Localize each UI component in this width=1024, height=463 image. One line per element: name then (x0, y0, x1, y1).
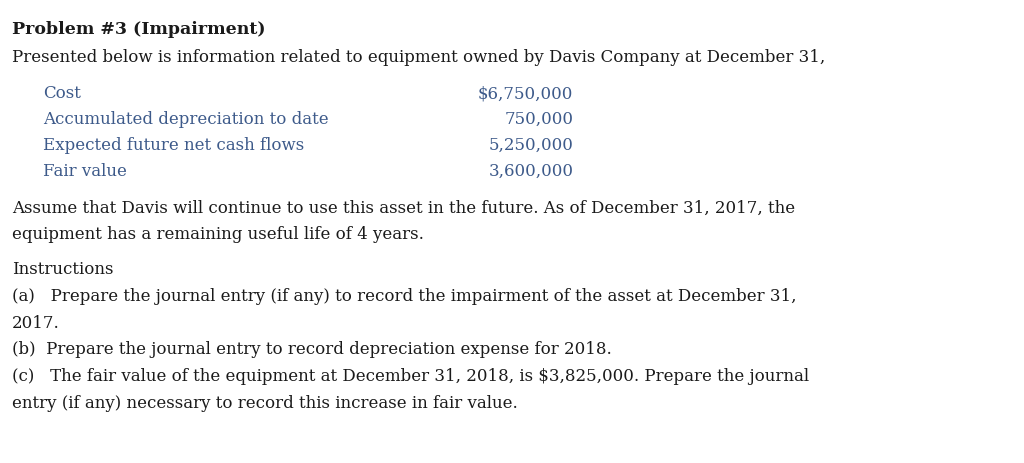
Text: (c)   The fair value of the equipment at December 31, 2018, is $3,825,000. Prepa: (c) The fair value of the equipment at D… (12, 368, 809, 385)
Text: $6,750,000: $6,750,000 (478, 85, 573, 102)
Text: entry (if any) necessary to record this increase in fair value.: entry (if any) necessary to record this … (12, 395, 518, 412)
Text: Presented below is information related to equipment owned by Davis Company at De: Presented below is information related t… (12, 49, 825, 66)
Text: 2017.: 2017. (12, 314, 60, 332)
Text: Instructions: Instructions (12, 261, 114, 278)
Text: Accumulated depreciation to date: Accumulated depreciation to date (43, 111, 329, 128)
Text: (a)   Prepare the journal entry (if any) to record the impairment of the asset a: (a) Prepare the journal entry (if any) t… (12, 288, 797, 305)
Text: Expected future net cash flows: Expected future net cash flows (43, 137, 304, 154)
Text: 750,000: 750,000 (505, 111, 573, 128)
Text: Problem #3 (Impairment): Problem #3 (Impairment) (12, 21, 266, 38)
Text: equipment has a remaining useful life of 4 years.: equipment has a remaining useful life of… (12, 226, 424, 244)
Text: Cost: Cost (43, 85, 81, 102)
Text: (b)  Prepare the journal entry to record depreciation expense for 2018.: (b) Prepare the journal entry to record … (12, 341, 612, 358)
Text: 5,250,000: 5,250,000 (488, 137, 573, 154)
Text: 3,600,000: 3,600,000 (488, 163, 573, 180)
Text: Fair value: Fair value (43, 163, 127, 180)
Text: Assume that Davis will continue to use this asset in the future. As of December : Assume that Davis will continue to use t… (12, 200, 796, 217)
